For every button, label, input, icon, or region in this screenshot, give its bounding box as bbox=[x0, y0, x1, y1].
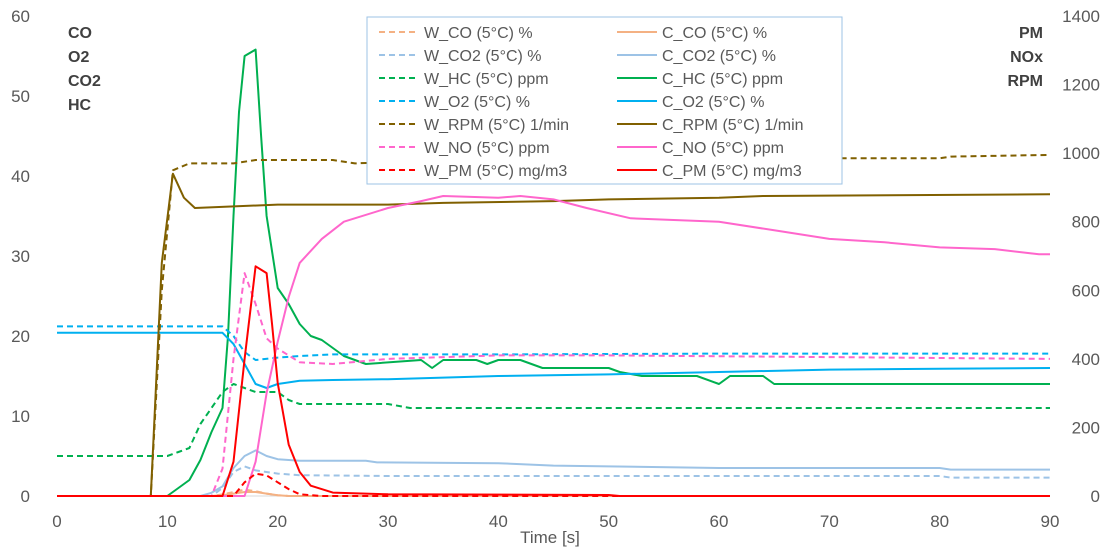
x-tick-label: 60 bbox=[710, 512, 729, 531]
legend-item-label: W_NO (5°C) ppm bbox=[424, 140, 550, 157]
left-axis-label: CO bbox=[68, 25, 92, 42]
axes: 0 10 20 30 40 50 60 70 80 90010203040506002004006… bbox=[11, 7, 1100, 531]
y-left-tick-label: 30 bbox=[11, 247, 30, 266]
legend-box bbox=[366, 16, 843, 185]
y-left-tick-label: 60 bbox=[11, 7, 30, 26]
legend-item-label: W_CO2 (5°C) % bbox=[424, 48, 542, 65]
legend-item-label: C_RPM (5°C) 1/min bbox=[662, 117, 804, 134]
legend-item-label: W_CO (5°C) % bbox=[424, 25, 533, 42]
axis-side-labels: CO O2 CO2 HC PM NOx RPM bbox=[68, 25, 1043, 114]
right-axis-label: RPM bbox=[1007, 73, 1043, 90]
legend-item-label: C_O2 (5°C) % bbox=[662, 94, 764, 111]
y-left-tick-label: 0 bbox=[21, 487, 30, 506]
x-tick-label: 20 bbox=[268, 512, 287, 531]
left-axis-label: HC bbox=[68, 97, 92, 114]
x-tick-label: 50 bbox=[599, 512, 618, 531]
series-layer bbox=[57, 48, 1051, 497]
y-right-tick-label: 800 bbox=[1072, 213, 1100, 232]
legend-item-label: C_HC (5°C) ppm bbox=[662, 71, 783, 88]
series-line-c-o2 bbox=[57, 331, 1051, 389]
y-right-tick-label: 400 bbox=[1072, 350, 1100, 369]
series-line-c-rpm bbox=[57, 172, 1051, 497]
series-line-c-hc bbox=[57, 48, 1050, 497]
legend-item-label: C_PM (5°C) mg/m3 bbox=[662, 163, 802, 180]
x-tick-label: 70 bbox=[820, 512, 839, 531]
x-tick-label: 40 bbox=[489, 512, 508, 531]
y-right-tick-label: 0 bbox=[1091, 487, 1100, 506]
series-line-c-pm bbox=[57, 265, 1050, 497]
y-left-tick-label: 20 bbox=[11, 327, 30, 346]
x-tick-label: 30 bbox=[379, 512, 398, 531]
legend-item-label: W_PM (5°C) mg/m3 bbox=[424, 163, 567, 180]
x-tick-label: 0 bbox=[52, 512, 61, 531]
right-axis-label: PM bbox=[1019, 25, 1043, 42]
y-left-tick-label: 40 bbox=[11, 167, 30, 186]
y-right-tick-label: 1000 bbox=[1062, 144, 1100, 163]
legend-item-label: W_O2 (5°C) % bbox=[424, 94, 530, 111]
series-line-w-pm bbox=[57, 472, 1050, 497]
legend-item-label: W_HC (5°C) ppm bbox=[424, 71, 549, 88]
legend-item-label: C_NO (5°C) ppm bbox=[662, 140, 784, 157]
left-axis-label: CO2 bbox=[68, 73, 101, 90]
y-right-tick-label: 1400 bbox=[1062, 7, 1100, 26]
series-line-w-o2 bbox=[57, 325, 1050, 361]
series-line-c-no bbox=[57, 195, 1050, 497]
series-line-c-co2 bbox=[57, 449, 1050, 497]
left-axis-label: O2 bbox=[68, 49, 89, 66]
legend-item-label: C_CO (5°C) % bbox=[662, 25, 767, 42]
y-right-tick-label: 1200 bbox=[1062, 76, 1100, 95]
series-line-w-co2 bbox=[57, 465, 1050, 497]
series-line-w-rpm bbox=[57, 153, 1051, 497]
x-tick-label: 80 bbox=[930, 512, 949, 531]
legend-item-label: C_CO2 (5°C) % bbox=[662, 48, 776, 65]
x-axis-title: Time [s] bbox=[520, 528, 580, 547]
y-left-tick-label: 50 bbox=[11, 87, 30, 106]
legend: W_CO (5°C) % C_CO (5°C) % W_CO2 (5°C) % C_C… bbox=[366, 16, 843, 185]
series-line-w-no bbox=[57, 272, 1051, 497]
legend-item-label: W_RPM (5°C) 1/min bbox=[424, 117, 569, 134]
y-right-tick-label: 600 bbox=[1072, 281, 1100, 300]
x-tick-label: 90 bbox=[1041, 512, 1060, 531]
right-axis-label: NOx bbox=[1010, 49, 1043, 66]
x-tick-label: 10 bbox=[158, 512, 177, 531]
y-left-tick-label: 10 bbox=[11, 407, 30, 426]
y-right-tick-label: 200 bbox=[1072, 418, 1100, 437]
